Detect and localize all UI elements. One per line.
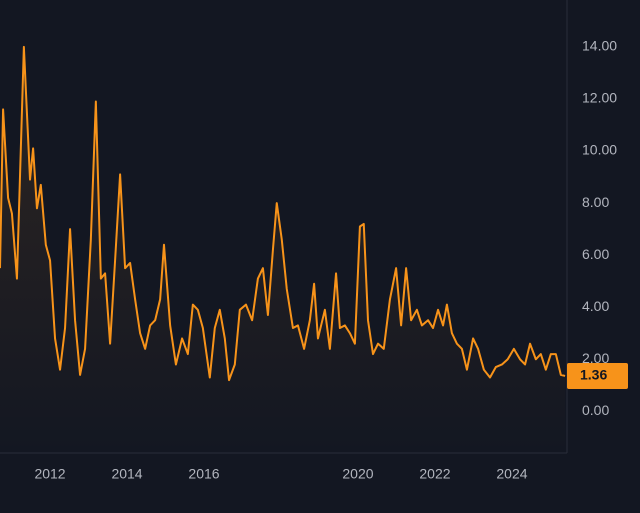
y-tick-label: 4.00 bbox=[582, 298, 609, 314]
last-value-label: 1.36 bbox=[580, 367, 607, 383]
line bbox=[0, 45, 566, 382]
x-tick-label: 2014 bbox=[111, 466, 142, 482]
x-tick-label: 2016 bbox=[188, 466, 219, 482]
y-tick-label: 12.00 bbox=[582, 90, 617, 106]
last-value-box bbox=[567, 362, 628, 389]
x-tick-label: 2022 bbox=[419, 466, 450, 482]
y-tick-label: 10.00 bbox=[582, 142, 617, 158]
y-tick-label: 14.00 bbox=[582, 38, 617, 54]
x-tick-label: 2024 bbox=[496, 466, 527, 482]
x-tick-label: 2012 bbox=[34, 466, 65, 482]
y-tick-label: 6.00 bbox=[582, 246, 609, 262]
x-tick-label: 2020 bbox=[342, 466, 373, 482]
y-tick-label: 0.00 bbox=[582, 402, 609, 418]
y-tick-label: 2.00 bbox=[582, 350, 609, 366]
y-tick-label: 8.00 bbox=[582, 194, 609, 210]
